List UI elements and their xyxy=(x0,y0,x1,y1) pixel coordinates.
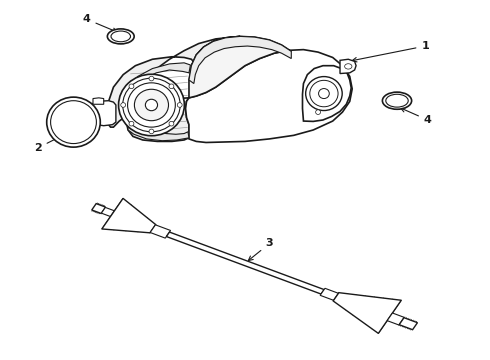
Polygon shape xyxy=(93,98,104,104)
Ellipse shape xyxy=(111,31,130,42)
Ellipse shape xyxy=(47,97,100,147)
Polygon shape xyxy=(102,198,156,233)
Ellipse shape xyxy=(134,89,169,121)
Polygon shape xyxy=(150,225,171,238)
Polygon shape xyxy=(302,66,351,121)
Polygon shape xyxy=(340,59,356,73)
Ellipse shape xyxy=(50,101,97,144)
Polygon shape xyxy=(167,232,324,294)
Polygon shape xyxy=(101,207,115,216)
Polygon shape xyxy=(320,288,339,300)
Text: 4: 4 xyxy=(401,108,432,125)
Ellipse shape xyxy=(149,76,154,81)
Ellipse shape xyxy=(310,80,338,107)
Text: 2: 2 xyxy=(34,132,70,153)
Ellipse shape xyxy=(386,94,408,107)
Ellipse shape xyxy=(169,121,174,126)
Ellipse shape xyxy=(107,29,134,44)
Polygon shape xyxy=(186,50,352,143)
Text: 3: 3 xyxy=(248,238,273,261)
Polygon shape xyxy=(333,293,401,333)
Polygon shape xyxy=(189,36,291,84)
Ellipse shape xyxy=(306,77,342,111)
Ellipse shape xyxy=(316,110,320,114)
Polygon shape xyxy=(399,318,417,330)
Text: 4: 4 xyxy=(83,14,117,32)
Text: 1: 1 xyxy=(352,41,429,62)
Ellipse shape xyxy=(146,99,158,111)
Ellipse shape xyxy=(127,83,175,127)
Ellipse shape xyxy=(344,64,352,69)
Ellipse shape xyxy=(382,92,412,109)
Polygon shape xyxy=(109,36,240,141)
Ellipse shape xyxy=(119,74,184,136)
Ellipse shape xyxy=(318,89,329,99)
Polygon shape xyxy=(387,313,404,325)
Polygon shape xyxy=(92,101,116,126)
Ellipse shape xyxy=(129,84,134,89)
Polygon shape xyxy=(92,204,105,213)
Polygon shape xyxy=(88,104,93,123)
Ellipse shape xyxy=(121,103,125,107)
Ellipse shape xyxy=(129,121,134,126)
Ellipse shape xyxy=(169,84,174,89)
Ellipse shape xyxy=(149,129,154,134)
Polygon shape xyxy=(128,63,191,141)
Ellipse shape xyxy=(122,78,180,132)
Polygon shape xyxy=(189,36,291,98)
Ellipse shape xyxy=(177,103,182,107)
